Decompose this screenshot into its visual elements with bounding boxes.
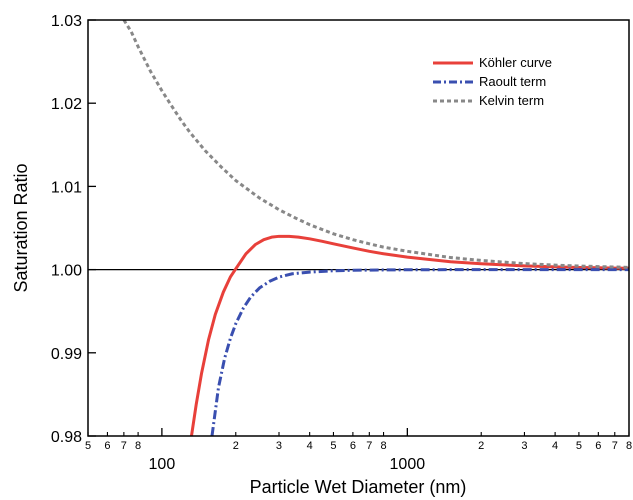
- y-axis-title: Saturation Ratio: [11, 163, 31, 292]
- series-line-raoult-term: [210, 268, 629, 436]
- x-minor-tick-label-9: 7: [366, 440, 372, 452]
- x-minor-tick-label-12: 3: [521, 440, 527, 452]
- y-tick-label-3: 1.01: [51, 179, 82, 196]
- x-minor-tick-label-13: 4: [552, 440, 558, 452]
- x-minor-tick-label-7: 5: [330, 440, 336, 452]
- legend-label-kohler: Köhler curve: [479, 55, 552, 70]
- x-minor-tick-label-4: 2: [233, 440, 239, 452]
- x-minor-tick-label-0: 5: [85, 440, 91, 452]
- x-minor-tick-label-3: 8: [135, 440, 141, 452]
- tick-label-layer: 0.980.991.001.011.021.035 6 7 8 2 3 4 5 6 7 8 2 3 4 5 6…: [51, 13, 632, 473]
- series-line-kelvin-term: [122, 20, 629, 269]
- x-minor-tick-label-11: 2: [478, 440, 484, 452]
- y-tick-label-1: 0.99: [51, 346, 82, 363]
- series-line-k-hler-curve: [189, 234, 629, 436]
- legend: Köhler curve Raoult term Kelvin term: [433, 55, 552, 108]
- tick-layer: [87, 19, 630, 437]
- x-major-tick-label-1: 1000: [390, 456, 426, 473]
- y-tick-label-5: 1.03: [51, 13, 82, 30]
- plot-frame: [87, 19, 630, 437]
- x-minor-tick-label-15: 6: [595, 440, 601, 452]
- x-minor-tick-label-10: 8: [380, 440, 386, 452]
- series-layer: [122, 20, 629, 436]
- x-minor-tick-label-6: 4: [307, 440, 313, 452]
- y-tick-label-2: 1.00: [51, 263, 82, 280]
- y-tick-label-0: 0.98: [51, 429, 82, 446]
- x-minor-tick-label-5: 3: [276, 440, 282, 452]
- x-minor-tick-label-14: 5: [576, 440, 582, 452]
- x-major-tick-label-0: 100: [149, 456, 176, 473]
- legend-label-kelvin: Kelvin term: [479, 93, 544, 108]
- legend-label-raoult: Raoult term: [479, 74, 546, 89]
- x-axis-title: Particle Wet Diameter (nm): [250, 477, 467, 497]
- x-minor-tick-label-17: 8: [626, 440, 632, 452]
- x-minor-tick-label-1: 6: [104, 440, 110, 452]
- x-minor-tick-label-2: 7: [121, 440, 127, 452]
- x-minor-tick-label-8: 6: [350, 440, 356, 452]
- y-tick-label-4: 1.02: [51, 96, 82, 113]
- x-minor-tick-label-16: 7: [612, 440, 618, 452]
